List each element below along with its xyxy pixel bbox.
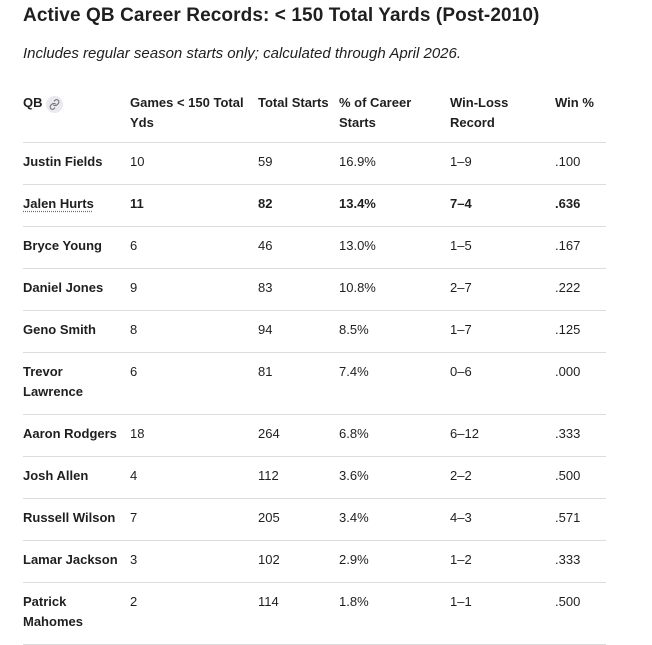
- win-pct-cell: .125: [555, 310, 606, 353]
- table-row: Lamar Jackson 3 102 2.9% 1–2 .333: [23, 540, 606, 583]
- table-row: Geno Smith 8 94 8.5% 1–7 .125: [23, 310, 606, 353]
- win-pct-cell: .500: [555, 582, 606, 645]
- starts-cell: 94: [258, 310, 339, 353]
- qb-name: Patrick Mahomes: [23, 582, 130, 645]
- starts-cell: 59: [258, 142, 339, 185]
- table-row: Trevor Lawrence 6 81 7.4% 0–6 .000: [23, 352, 606, 415]
- qb-name: Bryce Young: [23, 226, 130, 269]
- qb-name: Russell Wilson: [23, 498, 130, 541]
- pct-cell: 6.8%: [339, 414, 450, 457]
- table-row: Aaron Rodgers 18 264 6.8% 6–12 .333: [23, 414, 606, 457]
- games-cell: 2: [130, 582, 258, 645]
- games-cell: 8: [130, 310, 258, 353]
- win-pct-cell: .222: [555, 268, 606, 311]
- header-qb-label: QB: [23, 95, 43, 110]
- qb-name: Daniel Jones: [23, 268, 130, 311]
- qb-name: Aaron Rodgers: [23, 414, 130, 457]
- table-row: Daniel Jones 9 83 10.8% 2–7 .222: [23, 268, 606, 311]
- record-cell: 6–12: [450, 414, 555, 457]
- starts-cell: 82: [258, 184, 339, 227]
- starts-cell: 81: [258, 352, 339, 415]
- win-pct-cell: .333: [555, 540, 606, 583]
- header-qb: QB: [23, 86, 130, 143]
- win-pct-cell: .100: [555, 142, 606, 185]
- qb-name: Justin Fields: [23, 142, 130, 185]
- starts-cell: 114: [258, 582, 339, 645]
- qb-name: Lamar Jackson: [23, 540, 130, 583]
- table-row: Justin Fields 10 59 16.9% 1–9 .100: [23, 142, 606, 185]
- record-cell: 4–3: [450, 498, 555, 541]
- header-games-under-150: Games < 150 Total Yds: [130, 86, 258, 143]
- games-cell: 3: [130, 540, 258, 583]
- pct-cell: 3.4%: [339, 498, 450, 541]
- pct-cell: 8.5%: [339, 310, 450, 353]
- starts-cell: 264: [258, 414, 339, 457]
- page-title: Active QB Career Records: < 150 Total Ya…: [23, 5, 540, 26]
- win-pct-cell: .333: [555, 414, 606, 457]
- games-cell: 18: [130, 414, 258, 457]
- games-cell: 4: [130, 456, 258, 499]
- table-row: Jalen Hurts 11 82 13.4% 7–4 .636: [23, 184, 606, 227]
- win-pct-cell: .500: [555, 456, 606, 499]
- table-row: Russell Wilson 7 205 3.4% 4–3 .571: [23, 498, 606, 541]
- qb-name: Josh Allen: [23, 456, 130, 499]
- record-cell: 2–7: [450, 268, 555, 311]
- header-win-loss-record: Win-Loss Record: [450, 86, 555, 143]
- starts-cell: 102: [258, 540, 339, 583]
- record-cell: 1–7: [450, 310, 555, 353]
- qb-name: Jalen Hurts: [23, 184, 130, 227]
- pct-cell: 10.8%: [339, 268, 450, 311]
- starts-cell: 83: [258, 268, 339, 311]
- games-cell: 11: [130, 184, 258, 227]
- starts-cell: 205: [258, 498, 339, 541]
- record-cell: 1–5: [450, 226, 555, 269]
- table-row: Patrick Mahomes 2 114 1.8% 1–1 .500: [23, 582, 606, 645]
- qb-name: Trevor Lawrence: [23, 352, 130, 415]
- table-subtitle: Includes regular season starts only; cal…: [23, 45, 462, 62]
- qb-name: Geno Smith: [23, 310, 130, 353]
- qb-name-link[interactable]: Jalen Hurts: [23, 196, 94, 211]
- games-cell: 9: [130, 268, 258, 311]
- pct-cell: 1.8%: [339, 582, 450, 645]
- games-cell: 10: [130, 142, 258, 185]
- pct-cell: 2.9%: [339, 540, 450, 583]
- win-pct-cell: .571: [555, 498, 606, 541]
- header-pct-career-starts: % of Career Starts: [339, 86, 450, 143]
- table-row: Bryce Young 6 46 13.0% 1–5 .167: [23, 226, 606, 269]
- starts-cell: 46: [258, 226, 339, 269]
- record-cell: 1–9: [450, 142, 555, 185]
- qb-records-table: QB Games < 150 Total Yds Total Starts % …: [23, 86, 606, 645]
- header-win-pct: Win %: [555, 86, 606, 143]
- starts-cell: 112: [258, 456, 339, 499]
- win-pct-cell: .636: [555, 184, 606, 227]
- record-cell: 0–6: [450, 352, 555, 415]
- games-cell: 6: [130, 352, 258, 415]
- pct-cell: 7.4%: [339, 352, 450, 415]
- record-cell: 1–2: [450, 540, 555, 583]
- win-pct-cell: .167: [555, 226, 606, 269]
- pct-cell: 13.4%: [339, 184, 450, 227]
- header-total-starts: Total Starts: [258, 86, 339, 143]
- pct-cell: 13.0%: [339, 226, 450, 269]
- table-header-row: QB Games < 150 Total Yds Total Starts % …: [23, 86, 606, 143]
- record-cell: 7–4: [450, 184, 555, 227]
- link-icon[interactable]: [45, 96, 63, 113]
- games-cell: 7: [130, 498, 258, 541]
- record-cell: 2–2: [450, 456, 555, 499]
- pct-cell: 16.9%: [339, 142, 450, 185]
- table-row: Josh Allen 4 112 3.6% 2–2 .500: [23, 456, 606, 499]
- games-cell: 6: [130, 226, 258, 269]
- win-pct-cell: .000: [555, 352, 606, 415]
- pct-cell: 3.6%: [339, 456, 450, 499]
- record-cell: 1–1: [450, 582, 555, 645]
